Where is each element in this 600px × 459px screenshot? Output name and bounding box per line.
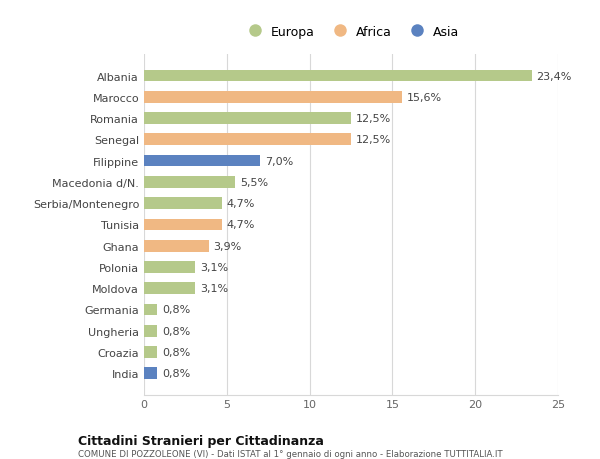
Bar — [144, 113, 351, 125]
Text: COMUNE DI POZZOLEONE (VI) - Dati ISTAT al 1° gennaio di ogni anno - Elaborazione: COMUNE DI POZZOLEONE (VI) - Dati ISTAT a… — [78, 449, 503, 458]
Bar — [144, 304, 157, 316]
Text: 0,8%: 0,8% — [162, 347, 190, 357]
Bar — [144, 283, 196, 294]
Bar — [144, 177, 235, 188]
Text: 0,8%: 0,8% — [162, 369, 190, 379]
Bar — [144, 156, 260, 167]
Bar — [144, 241, 209, 252]
Text: 4,7%: 4,7% — [227, 220, 255, 230]
Bar — [144, 92, 403, 103]
Bar — [144, 198, 222, 209]
Text: 3,9%: 3,9% — [214, 241, 242, 251]
Text: 7,0%: 7,0% — [265, 156, 293, 166]
Bar — [144, 219, 222, 231]
Text: 15,6%: 15,6% — [407, 93, 442, 102]
Text: 3,1%: 3,1% — [200, 263, 229, 272]
Text: 3,1%: 3,1% — [200, 284, 229, 294]
Text: 12,5%: 12,5% — [356, 114, 391, 124]
Text: 5,5%: 5,5% — [240, 178, 268, 187]
Bar — [144, 134, 351, 146]
Text: 4,7%: 4,7% — [227, 199, 255, 209]
Legend: Europa, Africa, Asia: Europa, Africa, Asia — [238, 21, 464, 44]
Bar — [144, 325, 157, 337]
Text: 0,8%: 0,8% — [162, 326, 190, 336]
Text: 0,8%: 0,8% — [162, 305, 190, 315]
Text: 12,5%: 12,5% — [356, 135, 391, 145]
Bar — [144, 71, 532, 82]
Text: Cittadini Stranieri per Cittadinanza: Cittadini Stranieri per Cittadinanza — [78, 434, 324, 447]
Bar — [144, 368, 157, 379]
Bar — [144, 347, 157, 358]
Text: 23,4%: 23,4% — [536, 71, 572, 81]
Bar — [144, 262, 196, 273]
